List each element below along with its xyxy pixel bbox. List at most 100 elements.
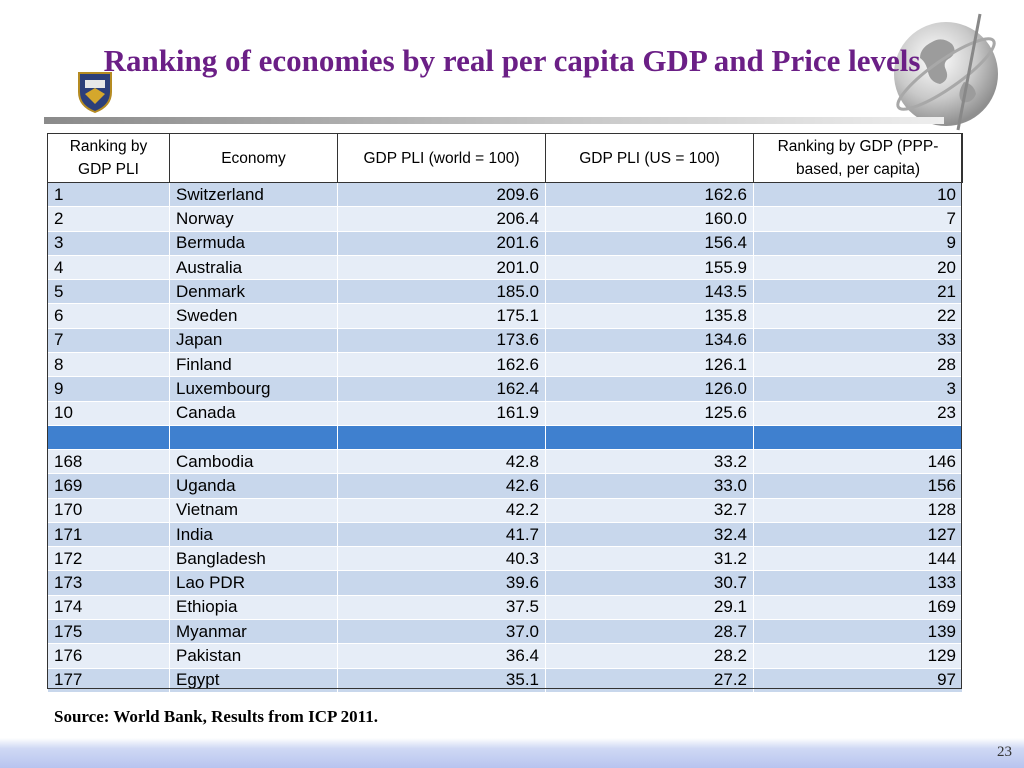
cell-pli-us: 134.6 [545, 327, 754, 354]
cell-economy: Vietnam [169, 497, 338, 523]
cell-rank-gdp: 10 [753, 181, 963, 208]
table-row: 171 India 41.7 32.4 127 [47, 521, 963, 548]
cell-rank-pli: 1 [47, 181, 170, 208]
cell-rank-gdp: 156 [753, 473, 963, 499]
table-row: 174 Ethiopia 37.5 29.1 169 [47, 594, 963, 621]
cell-pli-us: 32.7 [545, 497, 754, 523]
cell-pli-us: 135.8 [545, 303, 754, 329]
cell-pli-world: 185.0 [337, 279, 546, 305]
cell-rank-pli: 5 [47, 279, 170, 305]
table-row: 9 Luxembourg 162.4 126.0 3 [47, 376, 963, 402]
cell-pli-world: 161.9 [337, 400, 546, 426]
header-rank-pli: Ranking by GDP PLI [47, 133, 170, 183]
cell-pli-us: 155.9 [545, 254, 754, 281]
cell-pli-world: 206.4 [337, 206, 546, 232]
cell-pli-world: 37.5 [337, 594, 546, 621]
cell-pli-us: 33.2 [545, 448, 754, 475]
table-row: 175 Myanmar 37.0 28.7 139 [47, 619, 963, 645]
cell-pli-us: 28.2 [545, 643, 754, 669]
cell-pli-us: 29.1 [545, 594, 754, 621]
cell-rank-pli: 174 [47, 594, 170, 621]
cell-economy: Canada [169, 400, 338, 426]
table-row: 1 Switzerland 209.6 162.6 10 [47, 181, 963, 208]
cell-rank-pli: 9 [47, 376, 170, 402]
cell-rank-gdp: 28 [753, 352, 963, 378]
footer-band [0, 738, 1024, 768]
separator-cell [753, 424, 963, 450]
table-row: 170 Vietnam 42.2 32.7 128 [47, 497, 963, 523]
cell-pli-world: 42.6 [337, 473, 546, 499]
table-row: 176 Pakistan 36.4 28.2 129 [47, 643, 963, 669]
cell-rank-gdp: 127 [753, 521, 963, 548]
cell-pli-us: 33.0 [545, 473, 754, 499]
cell-pli-us: 143.5 [545, 279, 754, 305]
cell-rank-gdp: 97 [753, 667, 963, 693]
separator-cell [47, 424, 170, 450]
cell-economy: Finland [169, 352, 338, 378]
page-number: 23 [997, 744, 1012, 760]
university-crest-icon [78, 72, 112, 114]
table-row: 173 Lao PDR 39.6 30.7 133 [47, 570, 963, 596]
cell-pli-world: 36.4 [337, 643, 546, 669]
header-pli-world: GDP PLI (world = 100) [337, 133, 546, 183]
cell-economy: Uganda [169, 473, 338, 499]
cell-pli-us: 126.1 [545, 352, 754, 378]
cell-pli-us: 162.6 [545, 181, 754, 208]
cell-economy: Ethiopia [169, 594, 338, 621]
cell-rank-pli: 6 [47, 303, 170, 329]
separator-cell [545, 424, 754, 450]
cell-rank-gdp: 9 [753, 230, 963, 256]
cell-pli-world: 37.0 [337, 619, 546, 645]
table-row: 2 Norway 206.4 160.0 7 [47, 206, 963, 232]
cell-rank-gdp: 7 [753, 206, 963, 232]
cell-rank-pli: 3 [47, 230, 170, 256]
cell-pli-us: 28.7 [545, 619, 754, 645]
cell-economy: Switzerland [169, 181, 338, 208]
gdp-pli-ranking-table: Ranking by GDP PLI Economy GDP PLI (worl… [47, 133, 963, 693]
table-row: 172 Bangladesh 40.3 31.2 144 [47, 546, 963, 572]
cell-economy: Pakistan [169, 643, 338, 669]
cell-pli-world: 39.6 [337, 570, 546, 596]
cell-economy: Norway [169, 206, 338, 232]
cell-pli-world: 41.7 [337, 521, 546, 548]
header-pli-us: GDP PLI (US = 100) [545, 133, 754, 183]
table-row: 8 Finland 162.6 126.1 28 [47, 352, 963, 378]
cell-pli-us: 27.2 [545, 667, 754, 693]
table-separator-row [47, 424, 963, 450]
cell-rank-pli: 175 [47, 619, 170, 645]
cell-rank-gdp: 146 [753, 448, 963, 475]
table-row: 5 Denmark 185.0 143.5 21 [47, 279, 963, 305]
table-header-row: Ranking by GDP PLI Economy GDP PLI (worl… [47, 133, 963, 183]
cell-rank-gdp: 129 [753, 643, 963, 669]
cell-rank-gdp: 139 [753, 619, 963, 645]
separator-cell [169, 424, 338, 450]
cell-pli-us: 30.7 [545, 570, 754, 596]
cell-rank-pli: 169 [47, 473, 170, 499]
header-rank-gdp: Ranking by GDP (PPP-based, per capita) [753, 133, 963, 183]
cell-economy: Bermuda [169, 230, 338, 256]
cell-rank-gdp: 33 [753, 327, 963, 354]
cell-pli-us: 125.6 [545, 400, 754, 426]
cell-economy: Egypt [169, 667, 338, 693]
cell-rank-pli: 170 [47, 497, 170, 523]
cell-economy: Cambodia [169, 448, 338, 475]
cell-rank-gdp: 21 [753, 279, 963, 305]
header-economy: Economy [169, 133, 338, 183]
cell-pli-world: 162.6 [337, 352, 546, 378]
cell-economy: Japan [169, 327, 338, 354]
cell-economy: Denmark [169, 279, 338, 305]
cell-rank-gdp: 144 [753, 546, 963, 572]
table-row: 3 Bermuda 201.6 156.4 9 [47, 230, 963, 256]
table-row: 168 Cambodia 42.8 33.2 146 [47, 448, 963, 475]
cell-rank-gdp: 133 [753, 570, 963, 596]
cell-pli-world: 42.8 [337, 448, 546, 475]
cell-rank-pli: 172 [47, 546, 170, 572]
header-rule [44, 117, 944, 124]
cell-pli-world: 42.2 [337, 497, 546, 523]
table-body: 1 Switzerland 209.6 162.6 10 2 Norway 206.4 160.… [47, 181, 963, 693]
cell-economy: Sweden [169, 303, 338, 329]
table-row: 177 Egypt 35.1 27.2 97 [47, 667, 963, 693]
cell-economy: Lao PDR [169, 570, 338, 596]
cell-pli-world: 35.1 [337, 667, 546, 693]
globe-icon [894, 13, 998, 131]
